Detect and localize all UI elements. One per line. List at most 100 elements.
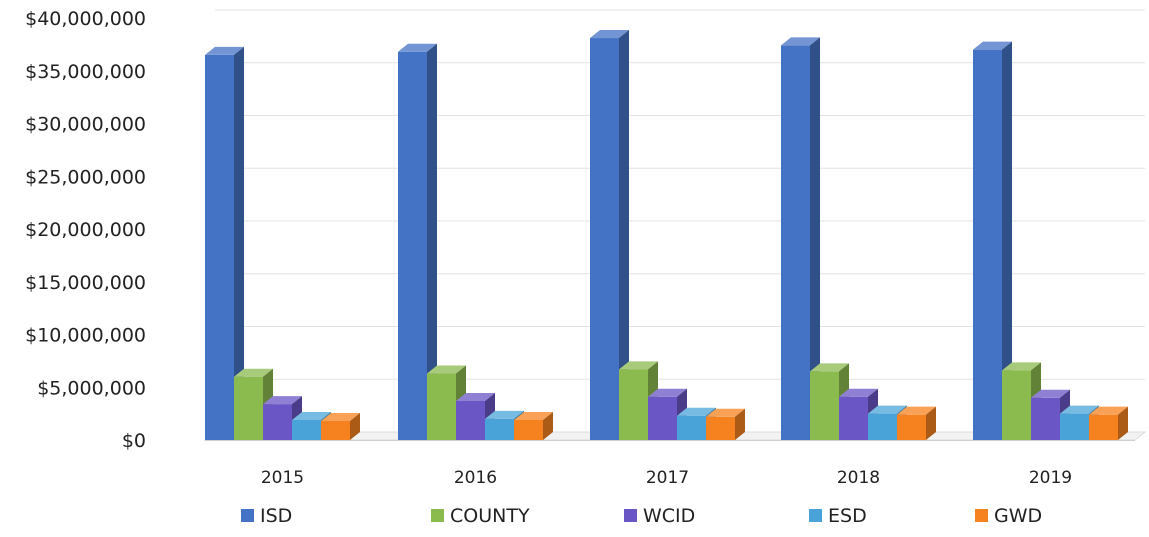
legend-label: ESD [828, 505, 867, 527]
bar-top [427, 365, 466, 374]
bar-front [321, 421, 350, 440]
bar-front [263, 404, 292, 440]
bar-top [619, 361, 658, 370]
bar-front [677, 415, 706, 440]
x-tick-label: 2018 [837, 468, 880, 488]
bar-top [1089, 406, 1128, 415]
bar-top [973, 41, 1012, 50]
y-tick-label: $15,000,000 [25, 272, 146, 294]
bar-isd-2019 [973, 41, 1012, 441]
bar-top [205, 46, 244, 55]
bar-isd-2016 [398, 43, 437, 440]
y-axis-tick-labels: $0 $5,000,000 $10,000,000 $15,000,000 $20,00… [25, 8, 146, 452]
bar-side [1118, 406, 1128, 440]
bar-top [1031, 389, 1070, 398]
legend: ISD COUNTY WCID ESD GWD [241, 505, 1042, 527]
bar-side [427, 43, 437, 440]
bar-top [810, 363, 849, 372]
bar-top [839, 388, 878, 397]
bar-front [781, 45, 810, 441]
bar-front [839, 396, 868, 440]
bar-side [350, 413, 360, 440]
bar-top [648, 388, 687, 397]
bar-gwd-2016 [514, 411, 553, 440]
x-tick-label: 2019 [1029, 468, 1072, 488]
bars [205, 30, 1128, 441]
bar-top [590, 30, 629, 39]
legend-swatch [431, 509, 444, 522]
bar-front [398, 51, 427, 440]
y-tick-label: $25,000,000 [25, 166, 146, 188]
bar-isd-2015 [205, 46, 244, 441]
bar-top [677, 407, 716, 416]
bar-gwd-2019 [1089, 406, 1128, 440]
bar-front [897, 414, 926, 440]
bar-front [514, 419, 543, 440]
legend-swatch [809, 509, 822, 522]
bar-top [706, 408, 745, 417]
y-tick-label: $20,000,000 [25, 219, 146, 241]
bar-front [1060, 413, 1089, 440]
bar-side [619, 30, 629, 440]
legend-item-county: COUNTY [431, 505, 530, 527]
bar-front [1002, 370, 1031, 440]
bar-top [514, 411, 553, 420]
bar-county-2016 [427, 365, 466, 440]
bar-gwd-2015 [321, 413, 360, 440]
x-tick-label: 2016 [454, 468, 497, 488]
y-tick-label: $40,000,000 [25, 8, 146, 30]
bar-gwd-2018 [897, 406, 936, 440]
bar-side [926, 406, 936, 440]
gridlines [215, 9, 1145, 380]
y-tick-label: $0 [122, 430, 146, 452]
y-tick-label: $10,000,000 [25, 325, 146, 347]
bar-side [810, 37, 820, 441]
x-tick-label: 2015 [261, 468, 304, 488]
y-tick-label: $35,000,000 [25, 61, 146, 83]
bar-side [1002, 41, 1012, 441]
bar-front [292, 419, 321, 440]
legend-label: COUNTY [450, 505, 530, 527]
bar-front [1031, 397, 1060, 440]
bar-top [234, 368, 273, 377]
bar-top [868, 405, 907, 414]
x-axis-tick-labels: 2015 2016 2017 2018 2019 [261, 468, 1072, 488]
bar-top [263, 396, 302, 405]
bar-top [1060, 405, 1099, 414]
bar-side [735, 408, 745, 440]
bar-front [427, 373, 456, 440]
legend-item-isd: ISD [241, 505, 292, 527]
bar-isd-2017 [590, 30, 629, 441]
bar-side [234, 46, 244, 441]
bar-front [485, 418, 514, 440]
bar-top [1002, 362, 1041, 371]
bar-front [810, 371, 839, 440]
bar-front [205, 54, 234, 441]
bar-front [234, 376, 263, 440]
bar-front [706, 416, 735, 440]
bar-top [897, 406, 936, 415]
bar-side [543, 411, 553, 440]
legend-item-wcid: WCID [624, 505, 695, 527]
bar-front [973, 49, 1002, 441]
legend-label: GWD [994, 505, 1042, 527]
x-tick-label: 2017 [646, 468, 689, 488]
legend-item-gwd: GWD [975, 505, 1042, 527]
legend-swatch [241, 509, 254, 522]
legend-swatch [624, 509, 637, 522]
bar-gwd-2017 [706, 408, 745, 440]
legend-item-esd: ESD [809, 505, 867, 527]
bar-top [456, 392, 495, 401]
bar-front [590, 38, 619, 441]
bar-front [456, 400, 485, 440]
bar-top [485, 410, 524, 419]
bar-isd-2018 [781, 37, 820, 441]
legend-label: ISD [260, 505, 292, 527]
y-tick-label: $30,000,000 [25, 114, 146, 136]
bar-top [321, 413, 360, 422]
bar-front [648, 396, 677, 440]
bar-top [398, 43, 437, 52]
bar-front [1089, 414, 1118, 440]
